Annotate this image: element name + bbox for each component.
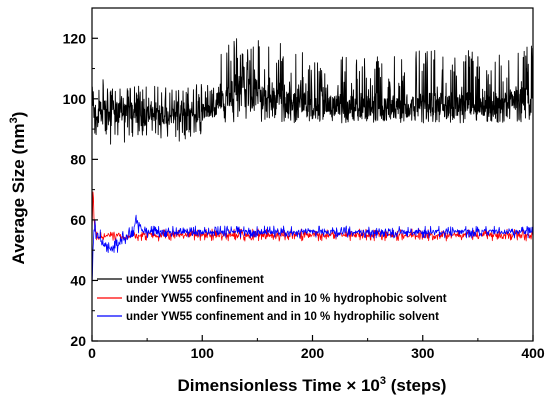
x-tick-label-300: 300 — [411, 345, 435, 361]
legend: under YW55 confinement under YW55 confin… — [97, 274, 447, 323]
series-line-3 — [91, 214, 534, 288]
y-tick-label-120: 120 — [63, 30, 87, 46]
y-tick-label-40: 40 — [70, 272, 86, 288]
x-axis-title: Dimensionless Time × 103 (steps) — [178, 375, 447, 395]
y-axis-title: Average Size (nm3) — [8, 112, 28, 265]
ticks-layer: 0 100 200 300 400 20 40 60 80 100 120 — [63, 30, 545, 361]
legend-label-series-2: under YW55 confinement and in 10 % hydro… — [126, 293, 447, 305]
series-layer — [91, 38, 534, 288]
y-tick-label-80: 80 — [70, 151, 86, 167]
y-tick-label-100: 100 — [63, 91, 87, 107]
x-tick-label-100: 100 — [191, 345, 215, 361]
y-tick-label-20: 20 — [70, 333, 86, 349]
x-tick-label-400: 400 — [521, 345, 545, 361]
series-line-1 — [91, 38, 534, 145]
legend-label-series-1: under YW55 confinement — [126, 274, 264, 286]
x-tick-label-200: 200 — [301, 345, 325, 361]
plot-frame — [91, 7, 534, 342]
x-tick-label-0: 0 — [88, 345, 96, 361]
legend-label-series-3: under YW55 confinement and in 10 % hydro… — [126, 311, 439, 323]
y-tick-label-60: 60 — [70, 212, 86, 228]
